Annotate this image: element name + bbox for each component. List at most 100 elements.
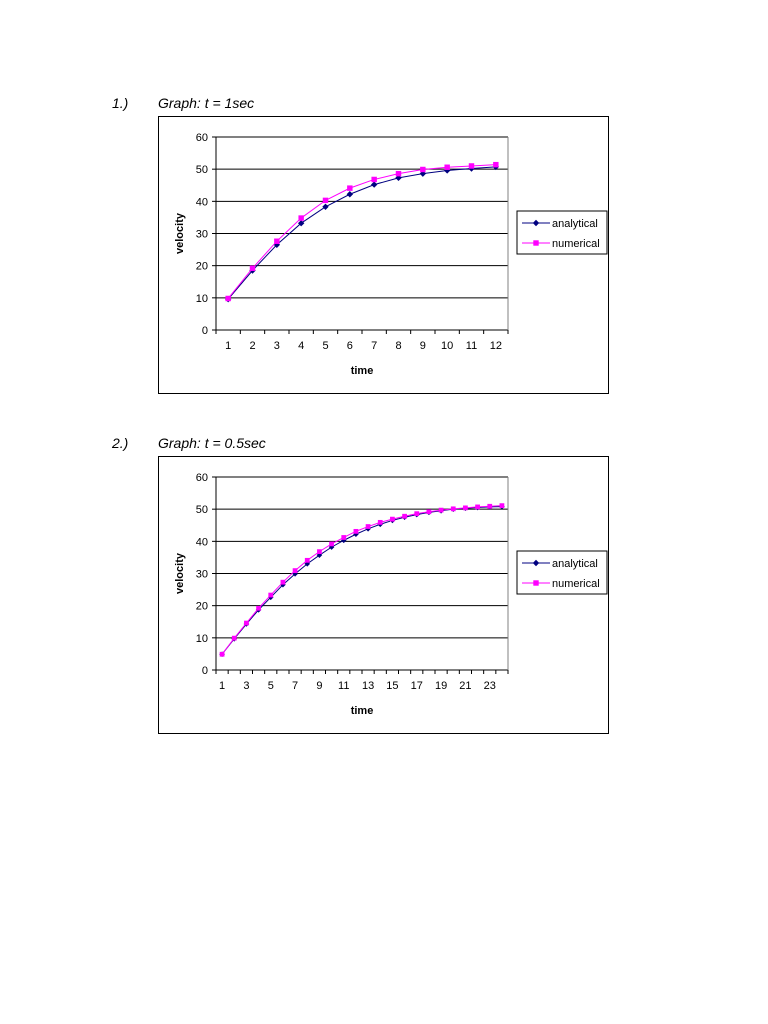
chart2-area: 0 10 20 30 40 50 60 1 3 5 7 9 11 13 15 17 19 21 23 time velo…	[158, 456, 609, 734]
data-point-numerical	[219, 651, 225, 657]
chart2-heading: 2.) Graph: t = 0.5sec	[112, 435, 412, 453]
x-tick-label: 7	[292, 680, 298, 692]
x-tick-label: 9	[420, 340, 426, 352]
x-tick-label: 12	[490, 340, 502, 352]
chart1-heading: 1.) Graph: t = 1sec	[112, 95, 412, 113]
data-point-numerical	[499, 503, 505, 509]
x-tick-label: 5	[322, 340, 328, 352]
data-point-numerical	[298, 215, 304, 221]
data-point-analytical	[280, 581, 286, 588]
legend-label-analytical: analytical	[552, 558, 598, 570]
y-axis-title: velocity	[174, 212, 186, 254]
data-point-numerical	[365, 524, 371, 529]
legend-marker-numerical	[533, 240, 539, 246]
data-point-numerical	[390, 516, 395, 522]
legend-label-numerical: numerical	[552, 238, 600, 250]
data-point-numerical	[304, 557, 310, 563]
chart1-area: 0 10 20 30 40 50 60 1 2 3 4 5 6 7 8 9 10 11 12 time velocity…	[158, 116, 609, 394]
data-point-numerical	[377, 519, 383, 525]
y-tick-label: 40	[196, 196, 208, 208]
x-axis-title: time	[351, 705, 374, 717]
y-tick-label: 10	[196, 633, 208, 645]
x-tick-label: 19	[435, 680, 447, 692]
chart2-title: Graph: t = 0.5sec	[158, 435, 266, 451]
legend-marker-numerical	[533, 580, 539, 586]
data-point-numerical	[450, 506, 456, 512]
x-axis-title: time	[351, 365, 374, 377]
chart1-number: 1.)	[112, 95, 129, 111]
x-tick-label: 1	[225, 340, 231, 352]
data-point-numerical	[244, 620, 249, 626]
x-tick-label: 2	[249, 340, 255, 352]
data-point-numerical	[256, 605, 261, 611]
x-tick-label: 5	[268, 680, 274, 692]
data-point-numerical	[249, 265, 256, 271]
x-tick-label: 21	[459, 680, 471, 692]
y-tick-label: 10	[196, 293, 208, 305]
y-tick-label: 60	[196, 132, 208, 144]
data-point-numerical	[231, 635, 237, 641]
data-point-numerical	[468, 163, 475, 169]
y-tick-label: 20	[196, 601, 208, 613]
data-point-numerical	[341, 535, 347, 540]
data-point-numerical	[475, 504, 480, 510]
data-point-numerical	[444, 164, 450, 170]
legend-label-numerical: numerical	[552, 578, 600, 590]
legend-marker-analytical	[532, 559, 540, 567]
y-tick-label: 30	[196, 229, 208, 241]
x-tick-label: 3	[274, 340, 280, 352]
y-tick-label: 40	[196, 536, 208, 548]
data-point-numerical	[414, 511, 420, 517]
x-tick-label: 3	[243, 680, 249, 692]
y-tick-label: 30	[196, 569, 208, 581]
data-point-numerical	[420, 166, 426, 173]
data-point-analytical	[353, 531, 359, 538]
y-tick-label: 20	[196, 261, 208, 273]
data-point-numerical	[402, 513, 407, 519]
data-point-analytical	[322, 203, 329, 211]
data-point-numerical	[274, 238, 280, 244]
data-point-analytical	[346, 191, 354, 198]
data-point-numerical	[438, 507, 444, 513]
legend-box	[516, 550, 608, 595]
data-point-numerical	[463, 505, 468, 511]
data-point-numerical	[280, 579, 286, 585]
x-tick-label: 8	[395, 340, 401, 352]
legend-label-analytical: analytical	[552, 218, 598, 230]
x-tick-label: 11	[466, 340, 477, 352]
data-point-numerical	[329, 541, 334, 547]
x-tick-label: 1	[219, 680, 225, 692]
x-tick-label: 23	[484, 680, 496, 692]
data-point-numerical	[395, 170, 402, 177]
x-tick-label: 17	[411, 680, 423, 692]
legend-marker-analytical	[532, 219, 540, 227]
y-tick-label: 50	[196, 164, 208, 176]
data-point-numerical	[292, 568, 298, 573]
x-tick-label: 9	[316, 680, 322, 692]
chart1-title: Graph: t = 1sec	[158, 95, 255, 111]
x-tick-label: 4	[298, 340, 304, 352]
data-point-numerical	[317, 549, 322, 555]
data-point-analytical	[395, 174, 402, 182]
data-point-numerical	[353, 528, 359, 534]
data-point-analytical	[370, 181, 378, 188]
y-tick-label: 0	[202, 325, 208, 337]
series-line-analytical	[227, 166, 496, 300]
data-point-analytical	[316, 552, 323, 558]
data-point-numerical	[493, 161, 499, 168]
data-point-numerical	[371, 176, 377, 183]
x-tick-label: 13	[362, 680, 374, 692]
x-tick-label: 6	[347, 340, 353, 352]
chart2-number: 2.)	[112, 435, 129, 451]
x-tick-label: 15	[386, 680, 398, 692]
series-line-numerical	[221, 505, 502, 655]
data-point-numerical	[225, 295, 231, 302]
y-tick-label: 60	[196, 472, 208, 484]
y-axis-title: velocity	[174, 552, 186, 594]
legend-box	[516, 210, 608, 255]
y-tick-label: 0	[202, 665, 208, 677]
data-point-numerical	[268, 592, 274, 598]
x-tick-label: 11	[338, 680, 349, 692]
